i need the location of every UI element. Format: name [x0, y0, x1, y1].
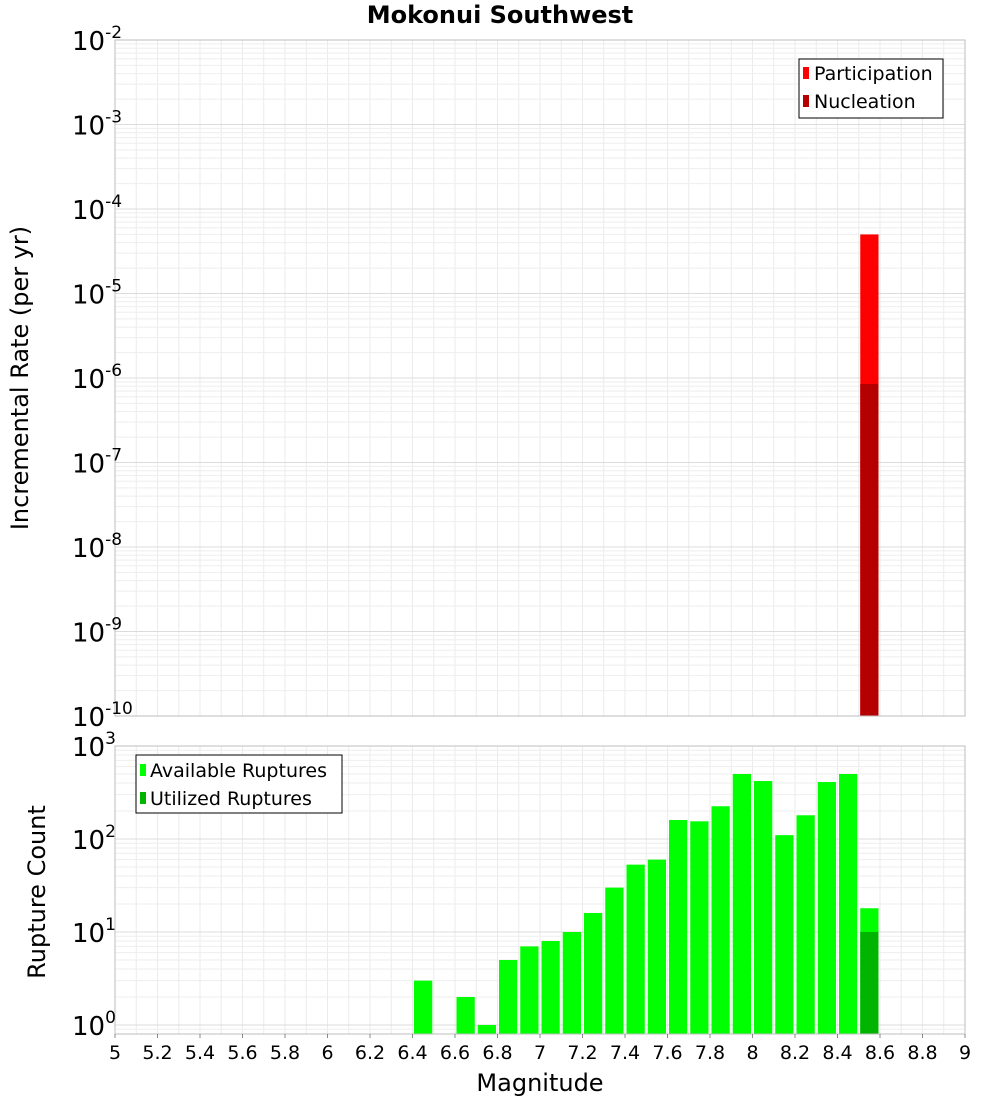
- x-tick-label: 7.8: [695, 1042, 725, 1064]
- count-bar-primary: [775, 835, 794, 1034]
- count-y-tick-label: 102: [72, 822, 116, 856]
- rate-y-tick-label: 10-6: [72, 361, 122, 395]
- x-tick-label: 5.2: [142, 1042, 172, 1064]
- x-tick-label: 6.2: [355, 1042, 385, 1064]
- rate-grid: [115, 40, 965, 716]
- x-tick-label: 7.6: [652, 1042, 682, 1064]
- x-tick-label: 8.2: [780, 1042, 810, 1064]
- x-tick-label: 8.8: [907, 1042, 937, 1064]
- x-tick-label: 9: [959, 1042, 971, 1064]
- x-tick-label: 6.4: [397, 1042, 427, 1064]
- x-tick-label: 7: [534, 1042, 546, 1064]
- x-tick-label: 7.4: [610, 1042, 640, 1064]
- rate-y-axis-label: Incremental Rate (per yr): [6, 226, 34, 530]
- x-tick-label: 6.6: [440, 1042, 470, 1064]
- count-bar-primary: [477, 1024, 496, 1034]
- nucleation-legend-swatch: [803, 95, 809, 107]
- count-bar-primary: [584, 913, 603, 1034]
- rate-y-tick-label: 10-3: [72, 108, 122, 142]
- count-bar-primary: [754, 781, 773, 1034]
- count-bar-primary: [796, 815, 815, 1034]
- count-bar-primary: [669, 820, 688, 1034]
- x-tick-label: 8.6: [865, 1042, 895, 1064]
- available-legend-label: Available Ruptures: [150, 760, 327, 782]
- count-bar-primary: [499, 959, 518, 1034]
- x-tick-label: 8: [746, 1042, 758, 1064]
- count-y-ticks: 103 102 101 100: [72, 729, 116, 1042]
- count-y-axis-label: Rupture Count: [23, 805, 51, 979]
- rate-y-tick-label: 10-4: [72, 192, 122, 226]
- rate-legend-box: [798, 58, 944, 119]
- rate-plot-frame: [114, 39, 966, 717]
- count-legend-box: [135, 754, 343, 814]
- count-bar-primary: [690, 821, 709, 1034]
- count-y-tick-label: 100: [72, 1008, 116, 1042]
- utilized-legend-label: Utilized Ruptures: [150, 788, 312, 810]
- count-bars: [414, 773, 879, 1034]
- x-axis-label: Magnitude: [476, 1069, 603, 1097]
- x-tick-label: 5.8: [270, 1042, 300, 1064]
- rate-y-tick-label: 10-9: [72, 615, 122, 649]
- x-tick-label: 5: [109, 1042, 121, 1064]
- count-bar-secondary: [860, 931, 879, 1034]
- count-bar-primary: [817, 782, 836, 1034]
- count-bar-primary: [711, 806, 730, 1034]
- count-bar-primary: [732, 773, 751, 1034]
- utilized-legend-swatch: [140, 792, 146, 804]
- rate-y-tick-label: 10-8: [72, 530, 122, 564]
- count-bar-primary: [456, 996, 475, 1034]
- count-bar-primary: [839, 773, 858, 1034]
- chart-title: Mokonui Southwest: [367, 1, 634, 29]
- x-tick-label: 5.6: [227, 1042, 257, 1064]
- count-bar-primary: [562, 931, 581, 1034]
- available-legend-swatch: [140, 764, 146, 776]
- x-tick-label: 5.4: [185, 1042, 215, 1064]
- count-bar-primary: [520, 946, 539, 1034]
- count-bar-primary: [605, 887, 624, 1034]
- x-tick-label: 6: [321, 1042, 333, 1064]
- x-tick-label: 7.2: [567, 1042, 597, 1064]
- rate-y-tick-label: 10-5: [72, 277, 122, 311]
- count-legend: Available Ruptures Utilized Ruptures: [135, 754, 343, 814]
- x-tick-label: 6.8: [482, 1042, 512, 1064]
- count-y-tick-label: 103: [72, 729, 116, 763]
- count-bar-primary: [626, 864, 645, 1034]
- rate-bar-secondary: [860, 383, 879, 716]
- count-bar-primary: [414, 980, 433, 1034]
- rate-y-tick-label: 10-2: [72, 23, 122, 57]
- nucleation-legend-label: Nucleation: [814, 91, 916, 113]
- count-panel: 103 102 101 100 5 5.2 5.4 5.6 5.8 6 6.2 6.4 6.6 6.8 7…: [23, 729, 971, 1097]
- participation-legend-label: Participation: [814, 63, 933, 85]
- count-bar-primary: [541, 941, 560, 1034]
- count-bar-primary: [647, 859, 666, 1034]
- count-y-tick-label: 101: [72, 915, 116, 949]
- x-tick-label: 8.4: [822, 1042, 852, 1064]
- rate-bars: [860, 234, 879, 717]
- rate-y-tick-label: 10-7: [72, 446, 122, 480]
- participation-legend-swatch: [803, 67, 809, 79]
- rate-y-tick-label: 10-10: [72, 699, 133, 733]
- rate-panel: 10-2 10-3 10-4 10-5 10-6 10-7 10-8 10-9 10-10 In…: [6, 23, 966, 733]
- rate-legend: Participation Nucleation: [798, 58, 944, 119]
- rate-y-ticks: 10-2 10-3 10-4 10-5 10-6 10-7 10-8 10-9 10-10: [72, 23, 133, 733]
- x-ticks: 5 5.2 5.4 5.6 5.8 6 6.2 6.4 6.6 6.8 7 7.2 7.4 7.6 7.8 8…: [109, 1034, 971, 1064]
